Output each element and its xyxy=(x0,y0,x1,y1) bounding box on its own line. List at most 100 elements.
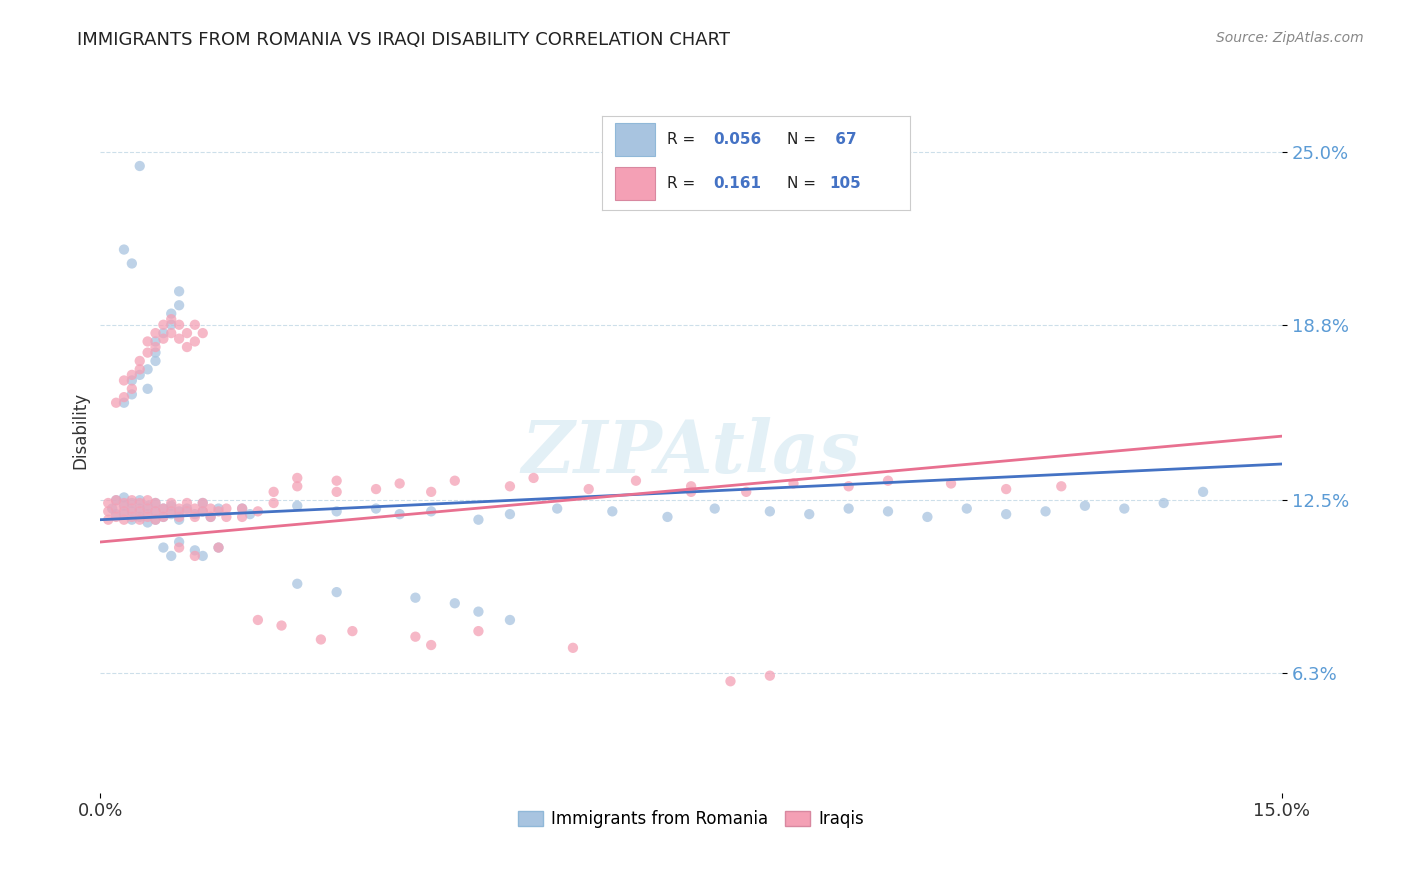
Point xyxy=(246,504,269,518)
Point xyxy=(404,591,426,605)
Point xyxy=(191,549,214,563)
Point xyxy=(145,340,167,354)
Point xyxy=(152,541,174,555)
Point xyxy=(136,507,159,521)
Point xyxy=(121,496,143,510)
Point xyxy=(112,491,135,505)
Point xyxy=(128,513,150,527)
Point xyxy=(420,484,443,499)
Point xyxy=(1153,496,1175,510)
Point xyxy=(105,395,128,409)
Point xyxy=(167,541,190,555)
Point xyxy=(184,318,207,332)
Point xyxy=(112,499,135,513)
Point xyxy=(136,345,159,359)
Point xyxy=(167,510,190,524)
Point xyxy=(562,640,585,655)
Point xyxy=(145,496,167,510)
Point xyxy=(782,476,804,491)
Point xyxy=(167,285,190,299)
Point xyxy=(112,513,135,527)
Point xyxy=(184,510,207,524)
Point xyxy=(231,510,253,524)
Point xyxy=(167,504,190,518)
Point xyxy=(121,504,143,518)
Point xyxy=(325,474,347,488)
Point xyxy=(184,507,207,521)
Point xyxy=(191,504,214,518)
Point xyxy=(105,493,128,508)
Point xyxy=(176,504,198,518)
Point xyxy=(167,298,190,312)
Point xyxy=(759,668,782,682)
Point xyxy=(105,507,128,521)
Point xyxy=(136,334,159,349)
Point xyxy=(285,499,308,513)
Point xyxy=(546,501,568,516)
Point xyxy=(152,501,174,516)
Point xyxy=(877,504,900,518)
Point xyxy=(388,476,411,491)
Point xyxy=(136,362,159,376)
Point xyxy=(215,510,238,524)
Point xyxy=(152,501,174,516)
Point xyxy=(342,624,364,639)
Point xyxy=(167,501,190,516)
Point xyxy=(956,501,979,516)
Point xyxy=(1050,479,1073,493)
Point xyxy=(184,501,207,516)
Point xyxy=(499,507,522,521)
Point xyxy=(160,499,183,513)
Point xyxy=(995,482,1018,496)
Point xyxy=(681,479,703,493)
Point xyxy=(152,510,174,524)
Point xyxy=(145,504,167,518)
Point xyxy=(838,501,860,516)
Point xyxy=(128,510,150,524)
Point xyxy=(167,535,190,549)
Point xyxy=(145,345,167,359)
Point xyxy=(681,484,703,499)
Point xyxy=(420,504,443,518)
Point xyxy=(128,354,150,368)
Point xyxy=(200,510,222,524)
Point xyxy=(145,504,167,518)
Point xyxy=(167,332,190,346)
Point xyxy=(176,496,198,510)
Point xyxy=(136,501,159,516)
Y-axis label: Disability: Disability xyxy=(72,392,89,469)
Point xyxy=(167,513,190,527)
Point xyxy=(160,326,183,340)
Point xyxy=(285,576,308,591)
Point xyxy=(128,368,150,382)
Point xyxy=(160,318,183,332)
Point xyxy=(759,504,782,518)
Point xyxy=(160,307,183,321)
Point xyxy=(364,482,387,496)
Point xyxy=(176,501,198,516)
Point xyxy=(128,501,150,516)
Point xyxy=(191,496,214,510)
Point xyxy=(145,513,167,527)
Point xyxy=(176,326,198,340)
Point xyxy=(128,493,150,508)
Point xyxy=(112,374,135,388)
Point xyxy=(136,516,159,530)
Point xyxy=(1035,504,1057,518)
Point xyxy=(121,368,143,382)
Point xyxy=(1192,484,1215,499)
Point xyxy=(112,507,135,521)
Text: IMMIGRANTS FROM ROMANIA VS IRAQI DISABILITY CORRELATION CHART: IMMIGRANTS FROM ROMANIA VS IRAQI DISABIL… xyxy=(77,31,730,49)
Point xyxy=(145,326,167,340)
Point xyxy=(877,474,900,488)
Point xyxy=(105,510,128,524)
Point xyxy=(443,596,465,610)
Point xyxy=(184,334,207,349)
Point xyxy=(1074,499,1097,513)
Point xyxy=(325,484,347,499)
Point xyxy=(160,549,183,563)
Point xyxy=(191,326,214,340)
Point xyxy=(97,496,120,510)
Point xyxy=(231,501,253,516)
Point xyxy=(231,501,253,516)
